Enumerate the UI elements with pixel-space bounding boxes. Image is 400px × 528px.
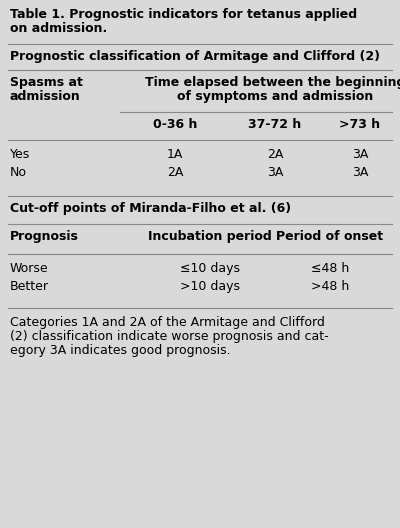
Text: 3A: 3A (352, 148, 368, 161)
Text: egory 3A indicates good prognosis.: egory 3A indicates good prognosis. (10, 344, 231, 357)
Text: of symptoms and admission: of symptoms and admission (177, 90, 373, 103)
Text: Time elapsed between the beginning: Time elapsed between the beginning (145, 76, 400, 89)
Text: 0-36 h: 0-36 h (153, 118, 197, 131)
Text: 3A: 3A (267, 166, 283, 179)
Text: Prognostic classification of Armitage and Clifford (2): Prognostic classification of Armitage an… (10, 50, 380, 63)
Text: >73 h: >73 h (340, 118, 380, 131)
Text: Worse: Worse (10, 262, 49, 275)
Text: 2A: 2A (167, 166, 183, 179)
Text: Prognosis: Prognosis (10, 230, 79, 243)
Text: admission: admission (10, 90, 81, 103)
Text: 3A: 3A (352, 166, 368, 179)
Text: ≤10 days: ≤10 days (180, 262, 240, 275)
Text: Spasms at: Spasms at (10, 76, 83, 89)
Text: Table 1. Prognostic indicators for tetanus applied: Table 1. Prognostic indicators for tetan… (10, 8, 357, 21)
Text: on admission.: on admission. (10, 22, 107, 35)
Text: Cut-off points of Miranda-Filho et al. (6): Cut-off points of Miranda-Filho et al. (… (10, 202, 291, 215)
Text: 1A: 1A (167, 148, 183, 161)
Text: Incubation period: Incubation period (148, 230, 272, 243)
Text: Yes: Yes (10, 148, 30, 161)
Text: 2A: 2A (267, 148, 283, 161)
Text: 37-72 h: 37-72 h (248, 118, 302, 131)
Text: ≤48 h: ≤48 h (311, 262, 349, 275)
Text: (2) classification indicate worse prognosis and cat-: (2) classification indicate worse progno… (10, 330, 329, 343)
Text: Categories 1A and 2A of the Armitage and Clifford: Categories 1A and 2A of the Armitage and… (10, 316, 325, 329)
Text: Period of onset: Period of onset (276, 230, 384, 243)
Text: No: No (10, 166, 27, 179)
Text: >10 days: >10 days (180, 280, 240, 293)
Text: Better: Better (10, 280, 49, 293)
Text: >48 h: >48 h (311, 280, 349, 293)
